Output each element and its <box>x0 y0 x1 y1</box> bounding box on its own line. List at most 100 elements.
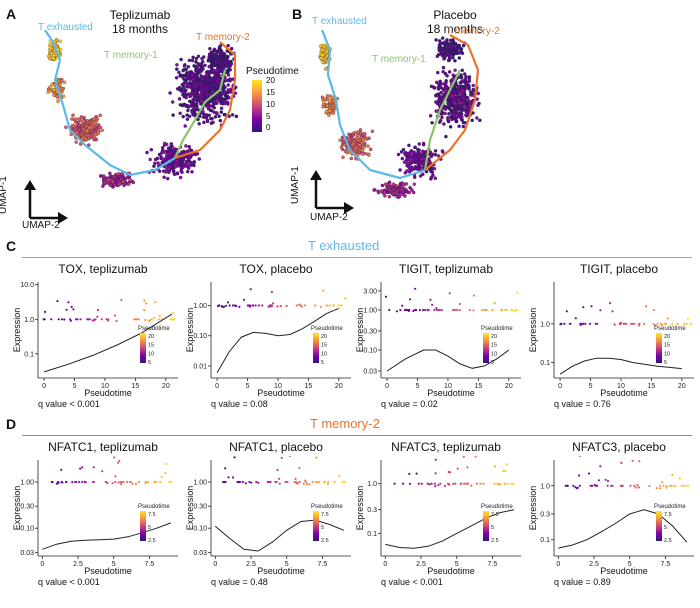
umap-cell <box>77 128 81 132</box>
umap-cell <box>226 43 230 48</box>
expression-point <box>319 305 322 308</box>
umap-cell <box>56 99 60 104</box>
umap-cell <box>457 114 461 118</box>
expression-point <box>238 305 241 308</box>
x-tick-label: 2.5 <box>416 561 426 568</box>
expression-point <box>429 298 432 301</box>
expression-point <box>659 484 662 487</box>
x-tick-label: 0 <box>383 561 387 568</box>
y-tick-label: 1.0 <box>540 321 550 328</box>
expression-point <box>590 305 593 308</box>
expression-point <box>272 302 275 305</box>
expression-point <box>289 456 292 457</box>
umap-cell <box>436 154 441 158</box>
umap-cell <box>205 101 210 105</box>
expression-point <box>579 323 582 326</box>
plot-legend-tick: 7.5 <box>664 512 672 518</box>
umap-cell <box>233 91 238 95</box>
expression-point <box>143 309 146 312</box>
umap-b-title-line2: 18 months <box>426 22 484 36</box>
umap-cell <box>200 67 205 72</box>
expression-point <box>437 483 440 487</box>
expression-point <box>661 323 664 327</box>
expression-point <box>344 297 347 300</box>
umap-cell <box>223 101 227 106</box>
plot-legend-tick: 7.5 <box>148 512 156 518</box>
umap-cell <box>407 161 412 166</box>
expression-point <box>114 480 117 484</box>
expression-point <box>566 484 569 487</box>
expression-point <box>629 484 632 487</box>
y-tick-label: 0.10 <box>193 333 207 340</box>
umap-cell <box>324 109 329 114</box>
expression-point <box>56 300 59 303</box>
expression-point <box>384 295 388 298</box>
umap-cell <box>194 56 199 61</box>
expression-point <box>516 291 519 294</box>
expression-point <box>75 318 78 321</box>
umap-cell <box>170 100 175 104</box>
expression-point <box>613 323 616 326</box>
plot-title: TOX, placebo <box>239 262 313 276</box>
expression-point <box>468 308 471 312</box>
y-tick-label: 1.0 <box>24 317 34 324</box>
umap-cell <box>321 57 326 62</box>
expression-point <box>444 484 447 488</box>
umap-cell <box>387 180 392 184</box>
plot-legend-bar <box>140 511 146 541</box>
umap-cell <box>49 51 54 55</box>
expression-point <box>587 472 591 475</box>
umap-cell <box>444 85 449 89</box>
umap-cell <box>203 113 208 117</box>
plot-legend-title: Pseudotime <box>654 326 686 332</box>
umap-cell <box>448 55 452 60</box>
expression-point <box>134 482 137 485</box>
umap-cell <box>165 176 170 181</box>
expression-point <box>293 480 296 484</box>
umap-cell <box>353 138 357 143</box>
umap-cell <box>212 47 217 52</box>
expression-point <box>94 318 97 321</box>
y-axis-label: Expression <box>185 308 195 353</box>
umap-cell <box>459 75 464 80</box>
expression-point <box>113 314 116 317</box>
expression-point <box>510 308 514 312</box>
y-tick-label: 1.00 <box>363 307 377 314</box>
y-tick-label: 0.1 <box>367 531 377 538</box>
q-value: q value = 0.08 <box>211 399 268 409</box>
umap-cell <box>192 80 197 85</box>
expression-point <box>227 301 230 304</box>
expression-point <box>100 318 103 321</box>
expression-point <box>676 322 679 325</box>
umap-cell <box>380 183 385 188</box>
expression-point <box>298 466 301 469</box>
umap-cell <box>357 147 362 152</box>
expression-point <box>625 322 628 325</box>
expression-point <box>168 480 171 484</box>
umap-cell <box>103 176 107 181</box>
umap-cell <box>180 170 184 174</box>
umap-cell <box>197 157 202 161</box>
umap-cell <box>94 118 99 123</box>
umap-cell <box>462 72 467 76</box>
umap-cell <box>128 178 132 182</box>
umap-cell <box>376 190 381 195</box>
expression-point <box>246 304 249 307</box>
x-axis-label: Pseudotime <box>257 566 305 574</box>
umap-cell <box>436 52 441 57</box>
umap-cell <box>200 59 205 64</box>
umap-cell <box>449 49 453 54</box>
umap-cell <box>183 124 187 128</box>
expression-point <box>440 308 443 312</box>
expression-point <box>503 482 506 485</box>
umap-cell <box>229 59 233 64</box>
umap-cell <box>460 68 465 73</box>
umap-cell <box>100 128 104 133</box>
umap-cell <box>185 117 190 121</box>
umap-cell <box>186 108 190 113</box>
plot-legend-bar <box>656 333 662 363</box>
expression-point <box>686 317 690 320</box>
umap-cell <box>190 85 195 90</box>
umap-cell <box>339 145 344 150</box>
expression-point <box>63 318 66 321</box>
